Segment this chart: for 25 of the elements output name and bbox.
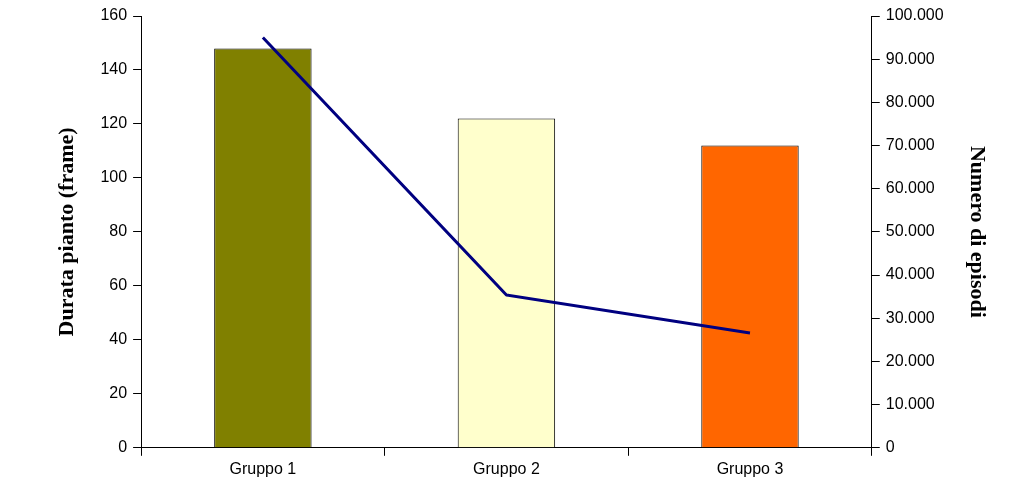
y2-axis-title: Numero di episodi [966, 145, 992, 318]
y2-tick-label: 40.000 [885, 265, 935, 283]
y2-tick-label: 60.000 [885, 179, 935, 197]
y2-tick-label: 70.000 [885, 135, 935, 153]
y2-tick-label: 20.000 [885, 351, 935, 369]
y-tick-label: 0 [118, 438, 128, 456]
y-tick-label: 60 [109, 276, 128, 294]
x-tick-label: Gruppo 1 [229, 459, 297, 477]
y2-tick-label: 100.000 [885, 6, 944, 24]
y-tick-label: 120 [100, 114, 128, 132]
y2-tick-label: 80.000 [885, 92, 935, 110]
y-tick-label: 40 [109, 330, 128, 348]
y2-tick-label: 50.000 [885, 222, 935, 240]
y-tick-label: 80 [109, 222, 128, 240]
x-tick-label: Gruppo 3 [716, 459, 784, 477]
y2-tick-label: 30.000 [885, 308, 935, 326]
y-tick-label: 100 [100, 168, 128, 186]
y2-tick-label: 10.000 [885, 395, 935, 413]
y-tick-label: 20 [109, 384, 128, 402]
y-tick-label: 160 [100, 6, 128, 24]
x-tick-label: Gruppo 2 [473, 459, 540, 477]
y2-tick-label: 90.000 [885, 49, 935, 67]
y2-tick-label: 0 [885, 438, 895, 456]
y-tick-label: 140 [100, 60, 128, 78]
y-axis-title: Durata pianto (frame) [52, 127, 78, 337]
